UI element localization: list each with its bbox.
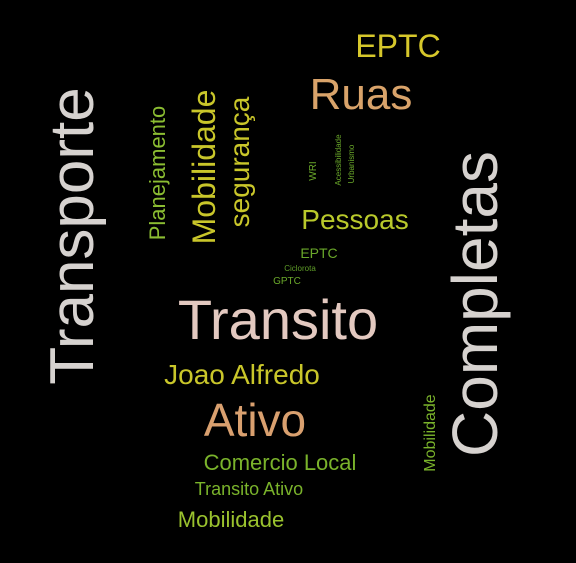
word-eptc-large: EPTC — [355, 28, 441, 64]
word-eptc-small: EPTC — [300, 245, 338, 261]
word-transito: Transito — [177, 288, 379, 351]
word-acessibilidade: Acessibilidade — [334, 134, 343, 186]
word-wri: WRI — [308, 161, 319, 181]
word-mobilidade-bottom: Mobilidade — [177, 507, 285, 532]
word-gptc: GPTC — [273, 276, 301, 287]
word-comercio-local: Comercio Local — [203, 450, 357, 475]
word-pessoas: Pessoas — [301, 204, 409, 235]
word-planejamento: Planejamento — [145, 105, 170, 241]
word-ciclorota: Ciclorota — [284, 264, 316, 273]
word-ativo: Ativo — [203, 394, 307, 446]
word-completas: Completas — [439, 151, 511, 457]
word-mobilidade-small-vertical: Mobilidade — [422, 394, 439, 472]
word-transporte: Transporte — [38, 87, 107, 385]
word-mobilidade-vertical: Mobilidade — [186, 89, 222, 245]
word-ruas: Ruas — [309, 70, 413, 119]
word-urbanismo: Urbanismo — [347, 144, 356, 184]
word-joao-alfredo: Joao Alfredo — [164, 359, 320, 390]
word-transito-ativo: Transito Ativo — [194, 479, 304, 499]
word-seguranca: segurança — [224, 96, 255, 228]
